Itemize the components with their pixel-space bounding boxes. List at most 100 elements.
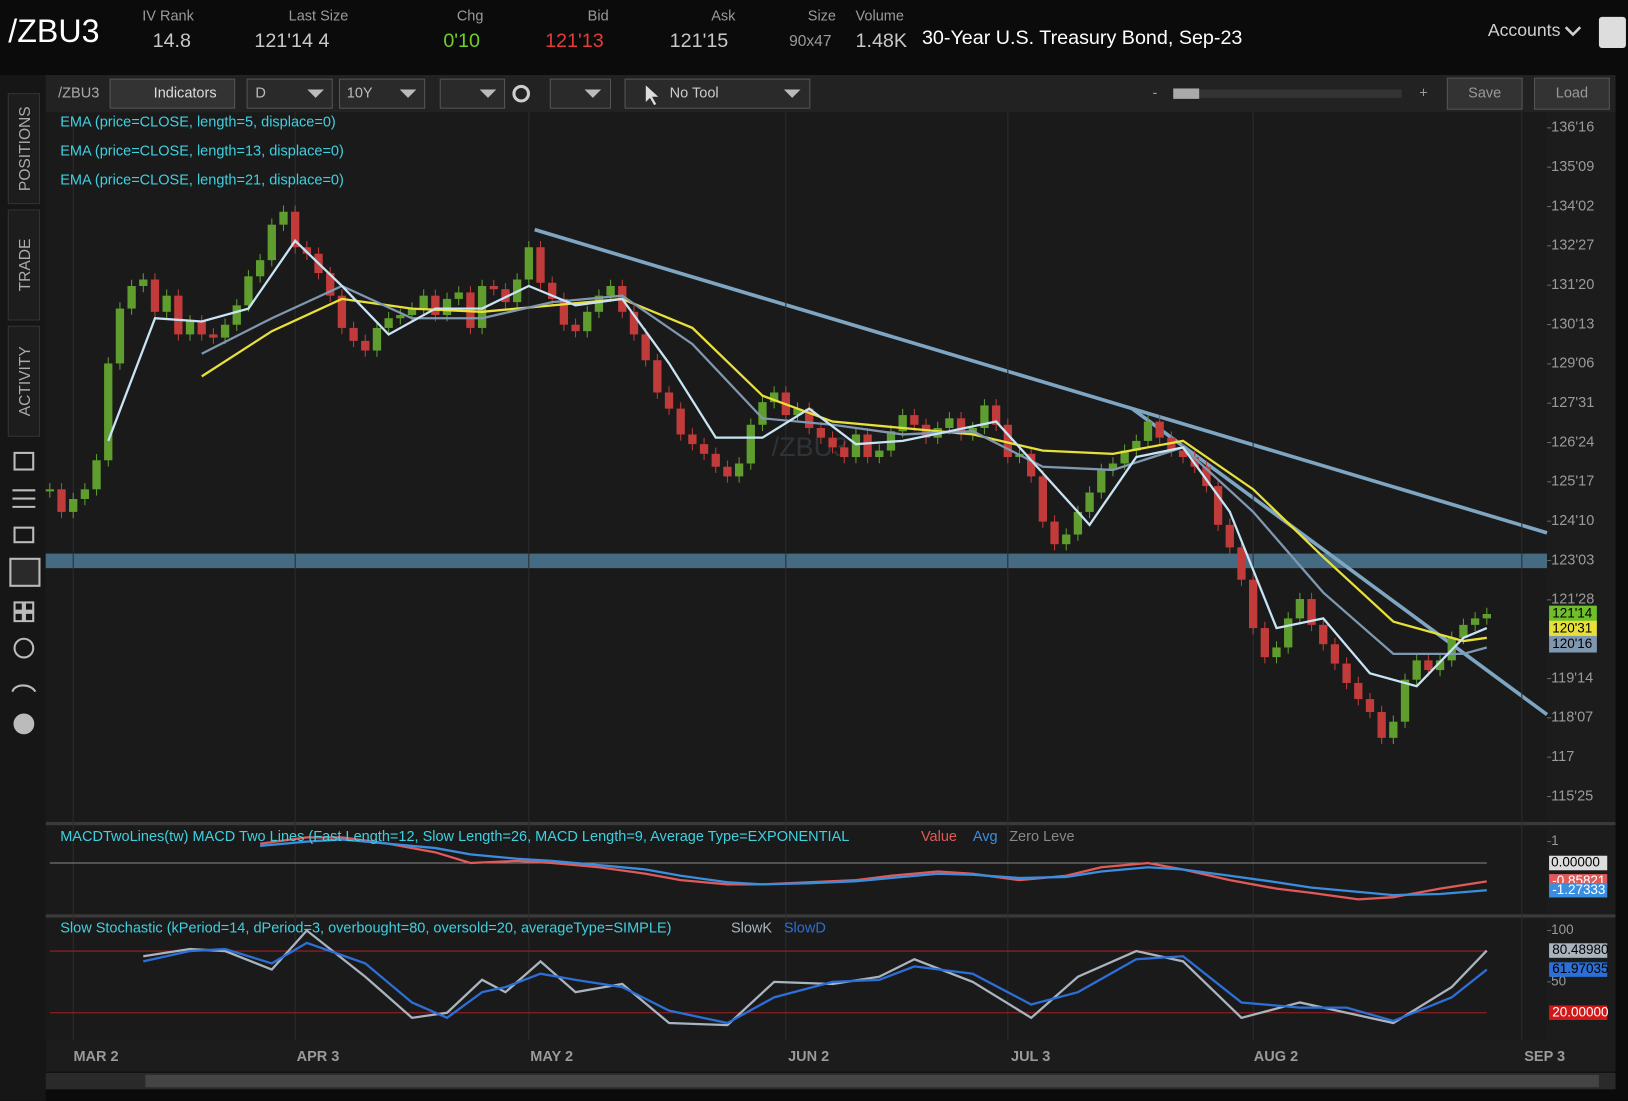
candle: [349, 327, 358, 341]
candle: [1202, 466, 1211, 487]
candle: [1377, 712, 1386, 738]
candle: [676, 408, 685, 435]
candle: [746, 424, 755, 464]
side-tab: ACTIVITY: [17, 346, 34, 417]
side-tab: POSITIONS: [17, 106, 34, 191]
legend-label: SlowD: [784, 920, 826, 936]
load[interactable]: Load: [1556, 86, 1588, 102]
candle: [442, 298, 452, 316]
candle: [267, 224, 276, 261]
y-tick-label: 100: [1551, 922, 1574, 937]
candle: [291, 211, 300, 248]
icon[interactable]: [11, 684, 37, 693]
tab[interactable]: [7, 209, 40, 321]
candle: [255, 260, 265, 277]
period[interactable]: 10Y: [347, 86, 373, 102]
candle: [1155, 421, 1164, 438]
candle: [1424, 660, 1433, 671]
save[interactable]: Save: [1468, 86, 1501, 102]
support-band: [45, 553, 1548, 569]
candle: [1248, 579, 1258, 629]
candle: [150, 279, 160, 312]
icon[interactable]: [13, 526, 35, 544]
candle: [1459, 624, 1468, 638]
legend-label: Zero Leve: [1009, 829, 1074, 845]
candle: [1470, 618, 1480, 625]
scroll-thumb[interactable]: [145, 1074, 1599, 1088]
candle: [1097, 469, 1106, 493]
icon[interactable]: [13, 713, 35, 735]
zoom-out[interactable]: -: [1152, 86, 1157, 102]
zoom-slider[interactable]: [1173, 89, 1402, 98]
value-badge-label: 80.48980: [1552, 942, 1608, 957]
y-tick-label: 130'13: [1551, 316, 1594, 332]
candle: [127, 285, 136, 309]
candle: [1003, 424, 1012, 458]
icon[interactable]: [13, 637, 35, 659]
y-tick-label: 127'31: [1551, 395, 1594, 411]
candle: [734, 463, 744, 477]
indicators-button[interactable]: [109, 78, 236, 109]
price-badge-label: 121'14: [1552, 606, 1593, 621]
candle: [454, 292, 463, 299]
candle: [220, 324, 230, 338]
field-value: 121'15: [670, 30, 729, 52]
candle: [629, 311, 639, 335]
y-tick-label: 0.00000: [1551, 855, 1600, 870]
x-tick-label: MAR 2: [73, 1049, 118, 1065]
price-badge-label: 120'16: [1552, 636, 1592, 651]
zoom-in[interactable]: +: [1419, 86, 1427, 102]
tool-select[interactable]: [624, 78, 811, 109]
candle: [489, 285, 498, 290]
tool[interactable]: No Tool: [670, 86, 719, 102]
settings[interactable]: [512, 84, 531, 103]
account-button[interactable]: [1598, 16, 1626, 48]
toolbar-symbol: /ZBU3: [58, 86, 99, 102]
value-badge-label: 61.97035: [1552, 961, 1608, 976]
line-series: [259, 838, 1487, 897]
save-button[interactable]: [1446, 77, 1523, 110]
price-badge: [1549, 635, 1597, 653]
y-tick-label: 131'20: [1551, 277, 1594, 293]
candle: [1482, 613, 1491, 619]
field-value: 121'14 4: [254, 30, 329, 52]
field-label: Size: [808, 9, 836, 25]
zoom-thumb[interactable]: [1173, 88, 1200, 99]
indicators-label[interactable]: Indicators: [154, 86, 217, 102]
candle: [688, 434, 697, 445]
value-badge-label: -1.27333: [1552, 882, 1605, 897]
icon[interactable]: [9, 557, 41, 587]
style-select[interactable]: [439, 78, 506, 109]
line-series: [143, 928, 1488, 1027]
band-label: 20.00000: [1552, 1004, 1608, 1019]
icon[interactable]: [13, 451, 35, 471]
field-value: 121'13: [545, 30, 604, 52]
y-tick-label: 117: [1551, 749, 1574, 765]
accounts-arrow[interactable]: [1564, 26, 1582, 37]
candle: [1120, 450, 1129, 464]
candle: [559, 298, 569, 325]
tab[interactable]: [7, 325, 40, 437]
line-series: [143, 941, 1488, 1025]
legend-label: SlowK: [731, 920, 772, 936]
value-badge: [1549, 943, 1608, 958]
candle: [92, 460, 101, 490]
trend-line: [1130, 406, 1549, 717]
candle: [1272, 647, 1281, 658]
icon[interactable]: [12, 489, 36, 508]
candle: [898, 415, 907, 432]
icon[interactable]: [13, 601, 35, 623]
drawing-select[interactable]: [549, 78, 612, 109]
load-button[interactable]: [1534, 77, 1610, 110]
candle: [840, 447, 849, 458]
tab[interactable]: [7, 93, 40, 205]
aggregation[interactable]: D: [255, 86, 265, 102]
badge: [1549, 1005, 1608, 1021]
x-tick-label: APR 3: [297, 1049, 340, 1065]
accounts[interactable]: Accounts: [1488, 20, 1561, 40]
field-label: Bid: [588, 9, 609, 25]
candle: [477, 285, 487, 328]
candle: [594, 295, 604, 312]
candle: [372, 327, 382, 351]
y-tick-label: 124'10: [1551, 513, 1594, 529]
